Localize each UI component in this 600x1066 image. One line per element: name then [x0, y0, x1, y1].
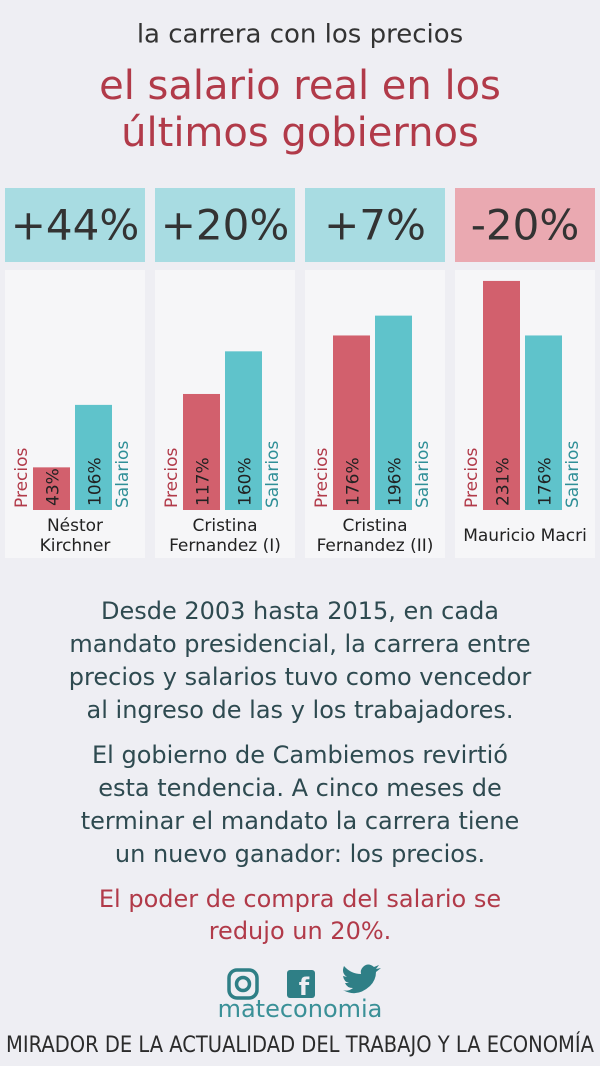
value-label: 196% — [386, 457, 406, 506]
badge — [5, 188, 145, 262]
value-label: 106% — [86, 457, 106, 506]
category-label: Precios — [12, 448, 32, 508]
value-label: 160% — [236, 457, 256, 506]
president-name: Mauricio Macri — [463, 526, 587, 546]
bar — [75, 404, 112, 510]
category-label: Salarios — [263, 441, 283, 508]
highlight-line: El poder de compra del salario se — [99, 885, 501, 913]
bar — [483, 280, 520, 510]
body-line: mandato presidencial, la carrera entre — [69, 630, 530, 658]
bar — [225, 351, 262, 510]
badge — [155, 188, 295, 262]
president-name: Cristina — [342, 516, 407, 536]
body-line: El gobierno de Cambiemos revirtió — [92, 741, 508, 769]
value-label: 231% — [494, 457, 514, 506]
facebook-icon[interactable] — [287, 970, 315, 998]
body-line: al ingreso de las y los trabajadores. — [87, 696, 514, 724]
instagram-icon[interactable] — [227, 968, 259, 1000]
kicker: la carrera con los precios — [137, 20, 463, 50]
category-label: Salarios — [113, 441, 133, 508]
facebook-f: f — [299, 973, 310, 1001]
bar — [183, 393, 220, 510]
value-label: 176% — [536, 457, 556, 506]
category-label: Precios — [162, 448, 182, 508]
president-name: Fernandez (I) — [169, 536, 281, 556]
social-icons: f — [227, 964, 381, 1001]
badge-text: +44% — [11, 201, 140, 250]
value-label: 43% — [44, 468, 64, 506]
category-label: Precios — [462, 448, 482, 508]
badge-text: +20% — [161, 201, 290, 250]
bar — [333, 335, 370, 510]
body-line: un nuevo ganador: los precios. — [115, 840, 485, 868]
body-line: precios y salarios tuvo como vencedor — [69, 663, 532, 691]
body-line: Desde 2003 hasta 2015, en cada — [101, 597, 499, 625]
bar — [525, 335, 562, 510]
bar — [375, 315, 412, 510]
president-name: Néstor — [47, 516, 103, 536]
instagram-lens — [234, 975, 252, 993]
category-label: Salarios — [563, 441, 583, 508]
tagline: MIRADOR DE LA ACTUALIDAD DEL TRABAJO Y L… — [6, 1032, 594, 1058]
title: el salario real en los — [99, 63, 501, 109]
highlight-line: redujo un 20%. — [209, 917, 392, 945]
badge — [305, 188, 445, 262]
value-label: 176% — [344, 457, 364, 506]
title: últimos gobiernos — [121, 110, 479, 156]
badge-text: -20% — [471, 201, 580, 250]
twitter-icon[interactable] — [343, 964, 381, 994]
badge — [455, 188, 595, 262]
body-line: terminar el mandato la carrera tiene — [81, 807, 520, 835]
badge-text: +7% — [324, 201, 426, 250]
president-name: Kirchner — [40, 536, 111, 556]
value-label: 117% — [194, 457, 214, 506]
bar — [33, 467, 70, 510]
handle: mateconomia — [218, 995, 383, 1023]
charts: +44% 43% Precios 106% Salarios NéstorKirchner… — [5, 188, 595, 558]
body-line: esta tendencia. A cinco meses de — [98, 774, 502, 802]
president-name: Fernandez (II) — [317, 536, 434, 556]
category-label: Precios — [312, 448, 332, 508]
body-text: Desde 2003 hasta 2015, en cada mandato pr… — [69, 597, 532, 945]
president-name: Cristina — [192, 516, 257, 536]
category-label: Salarios — [413, 441, 433, 508]
